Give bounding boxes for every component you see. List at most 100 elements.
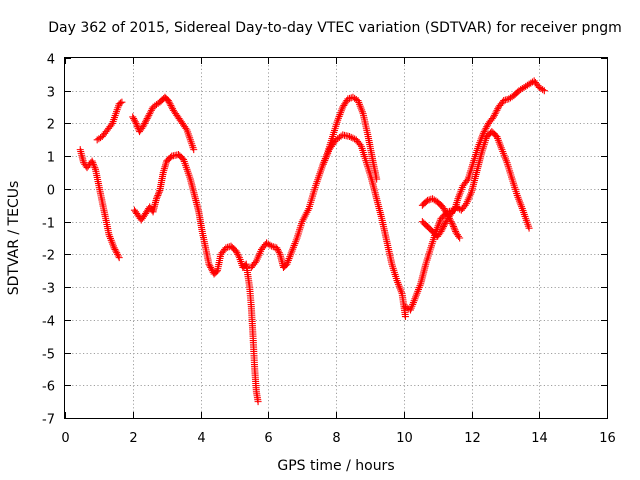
- data-point: [446, 216, 454, 224]
- data-point: [152, 195, 160, 203]
- data-point: [165, 98, 173, 106]
- data-point: [91, 164, 99, 172]
- x-tick-label: 10: [396, 431, 413, 446]
- data-point: [437, 227, 445, 235]
- data-point: [143, 115, 151, 123]
- data-point: [205, 260, 213, 268]
- data-point: [480, 128, 488, 136]
- data-point: [142, 116, 150, 124]
- data-point: [167, 101, 175, 109]
- data-point: [440, 223, 448, 231]
- series-arc-7: [401, 77, 548, 314]
- data-point: [207, 263, 215, 271]
- data-point: [525, 224, 533, 232]
- data-point: [132, 119, 140, 127]
- data-point: [234, 250, 242, 258]
- data-point: [540, 87, 548, 95]
- y-tick-label: 0: [47, 184, 55, 199]
- x-tick-label: 6: [264, 431, 272, 446]
- data-point: [141, 119, 149, 127]
- data-point: [133, 121, 141, 129]
- y-tick-label: -4: [42, 315, 55, 330]
- data-point: [493, 106, 501, 114]
- series-arc-5: [247, 131, 409, 321]
- data-point: [107, 121, 115, 129]
- data-point: [266, 241, 274, 249]
- data-point: [112, 247, 120, 255]
- data-point: [451, 226, 459, 234]
- data-point: [483, 123, 491, 131]
- data-point: [491, 110, 499, 118]
- data-point: [447, 218, 455, 226]
- data-point: [164, 97, 172, 105]
- data-point: [141, 118, 149, 126]
- x-tick-label: 0: [61, 431, 69, 446]
- data-point: [232, 247, 240, 255]
- grid-lines: [65, 58, 607, 418]
- series-arc-1: [76, 146, 123, 262]
- data-point: [153, 193, 161, 201]
- series-arc-4: [130, 151, 262, 406]
- data-point: [274, 245, 282, 253]
- data-point: [140, 121, 148, 129]
- series-arc-2: [93, 98, 126, 144]
- y-tick-label: -2: [42, 249, 55, 264]
- data-point: [401, 313, 409, 321]
- y-tick-label: -6: [42, 380, 55, 395]
- data-point: [154, 191, 162, 199]
- data-point: [463, 177, 471, 185]
- data-point: [89, 160, 97, 168]
- y-tick-label: -5: [42, 348, 55, 363]
- x-tick-label: 8: [332, 431, 340, 446]
- data-point: [145, 111, 153, 119]
- data-point: [439, 224, 447, 232]
- data-point: [233, 249, 241, 257]
- data-point: [182, 124, 190, 132]
- data-point: [479, 129, 487, 137]
- data-point: [448, 219, 456, 227]
- x-tick-label: 12: [464, 431, 481, 446]
- data-point: [110, 244, 118, 252]
- data-point: [356, 141, 364, 149]
- data-point: [155, 188, 163, 196]
- data-point: [139, 123, 147, 131]
- data-point: [450, 223, 458, 231]
- data-point: [129, 113, 137, 121]
- data-point: [482, 124, 490, 132]
- y-tick-label: -7: [42, 413, 55, 428]
- series-arc-8: [418, 128, 533, 240]
- y-tick-label: 3: [47, 86, 55, 101]
- data-point: [445, 214, 453, 222]
- data-point: [273, 244, 281, 252]
- data-point: [146, 110, 154, 118]
- data-point: [154, 190, 162, 198]
- x-axis-label: GPS time / hours: [277, 458, 394, 474]
- data-point: [147, 106, 155, 114]
- y-axis: -7 -6 -5 -4 -3 -2 -1 0 1 2 3 4: [42, 53, 607, 428]
- data-point: [113, 249, 121, 257]
- data-point: [208, 265, 216, 273]
- x-tick-label: 2: [129, 431, 137, 446]
- plot-frame: [64, 57, 608, 419]
- series-arc-6: [318, 93, 381, 183]
- data-point: [440, 221, 448, 229]
- data-point: [438, 226, 446, 234]
- chart-title: Day 362 of 2015, Sidereal Day-to-day VTE…: [48, 20, 622, 36]
- data-point: [481, 126, 489, 134]
- x-axis: 0 2 4 6 8 10 12 14 16: [61, 58, 616, 446]
- data-point: [111, 245, 119, 253]
- y-tick-label: 4: [47, 53, 55, 68]
- data-point: [89, 159, 97, 167]
- x-tick-label: 16: [599, 431, 616, 446]
- data-point: [166, 153, 174, 161]
- data-point: [254, 398, 262, 406]
- data-point: [449, 221, 457, 229]
- data-point: [251, 259, 259, 267]
- data-point: [492, 108, 500, 116]
- data-point: [422, 198, 430, 206]
- data-point: [88, 157, 96, 165]
- data-point: [115, 254, 123, 262]
- data-point: [118, 98, 126, 106]
- data-point: [490, 113, 498, 121]
